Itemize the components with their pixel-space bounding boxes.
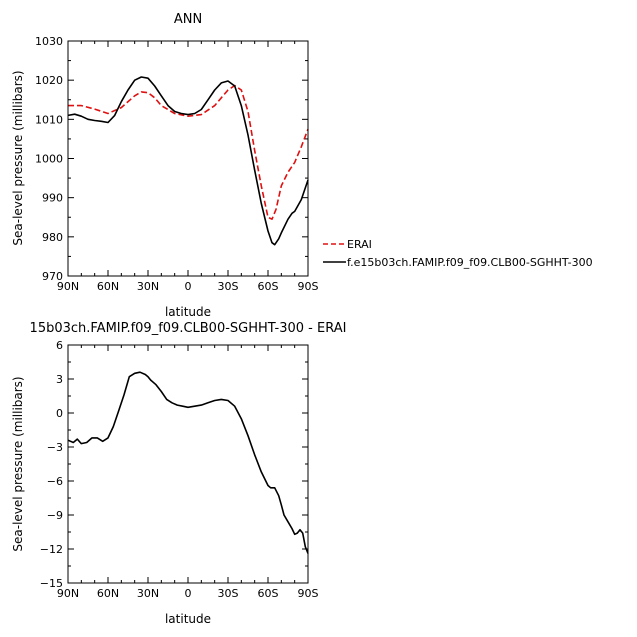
top-xlabel: latitude (165, 305, 211, 319)
top-xtick-label: 0 (185, 280, 192, 293)
bottom-ytick-label: −9 (47, 509, 63, 522)
bottom-ytick-label: 6 (56, 339, 63, 352)
top-xtick-label: 30S (218, 280, 239, 293)
bottom-xtick-label: 0 (185, 587, 192, 600)
top-series-1-line (67, 76, 309, 246)
legend-label-erai: ERAI (347, 238, 372, 251)
bottom-xtick-label: 60S (258, 587, 279, 600)
bottom-frame (67, 344, 309, 584)
top-xtick-label: 60S (258, 280, 279, 293)
top-xtick-label: 90N (57, 280, 79, 293)
bottom-xtick-label: 90N (57, 587, 79, 600)
top-ytick-label: 990 (42, 192, 63, 205)
bottom-xtick-label: 30S (218, 587, 239, 600)
bottom-ylabel: Sea-level pressure (millibars) (11, 376, 25, 551)
bottom-xtick-label: 30N (137, 587, 159, 600)
top-xtick-label: 30N (137, 280, 159, 293)
bottom-ytick-label: 3 (56, 373, 63, 386)
top-title: ANN (174, 12, 202, 27)
top-ytick-label: 980 (42, 231, 63, 244)
top-ytick-label: 1020 (35, 74, 63, 87)
top-ytick-label: 1010 (35, 113, 63, 126)
bottom-ytick-label: −12 (40, 543, 63, 556)
top-ytick-label: 1030 (35, 35, 63, 48)
top-plot-area: 90N 60N 30N 0 30S 60S 90S 970 980 990 1000 1010 1020… (35, 35, 319, 293)
top-xtick-label: 90S (298, 280, 319, 293)
top-xtick-label: 60N (97, 280, 119, 293)
legend: ERAI f.e15b03ch.FAMIP.f09_f09.CLB00-SGHH… (323, 238, 593, 269)
bottom-xlabel: latitude (165, 612, 211, 626)
bottom-title: 15b03ch.FAMIP.f09_f09.CLB00-SGHHT-300 - … (30, 321, 347, 336)
bottom-ytick-label: −15 (40, 577, 63, 590)
bottom-xtick-label: 60N (97, 587, 119, 600)
bottom-xtick-label: 90S (298, 587, 319, 600)
bottom-ytick-label: −6 (47, 475, 63, 488)
top-series-0-line (68, 84, 309, 220)
top-ytick-label: 970 (42, 270, 63, 283)
bottom-ytick-label: −3 (47, 441, 63, 454)
bottom-ytick-label: 0 (56, 407, 63, 420)
bottom-series-0-line (67, 371, 309, 554)
bottom-plot-area: 90N 60N 30N 0 30S 60S 90S −15 −12 −9 −6 −3 0 3 6 (40, 339, 319, 600)
top-ylabel: Sea-level pressure (millibars) (11, 70, 25, 245)
top-ytick-label: 1000 (35, 153, 63, 166)
legend-label-model: f.e15b03ch.FAMIP.f09_f09.CLB00-SGHHT-300 (347, 256, 593, 269)
